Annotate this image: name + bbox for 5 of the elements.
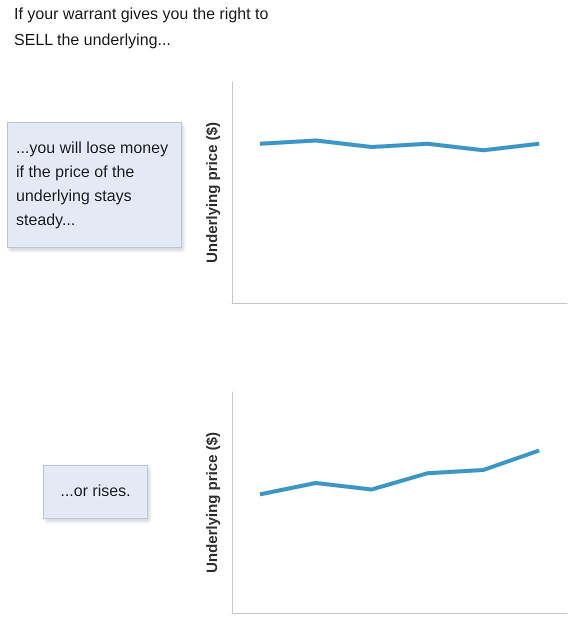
y-axis-title: Underlying price ($) [204,432,221,573]
text: ...or rises. [43,465,148,519]
y-axis-title: Underlying price ($) [204,122,221,263]
text: ...you will lose money if the price of the underlying stays steady... [7,122,182,248]
chart-title: If your warrant gives you the right to SELL the underlying... [14,5,270,51]
